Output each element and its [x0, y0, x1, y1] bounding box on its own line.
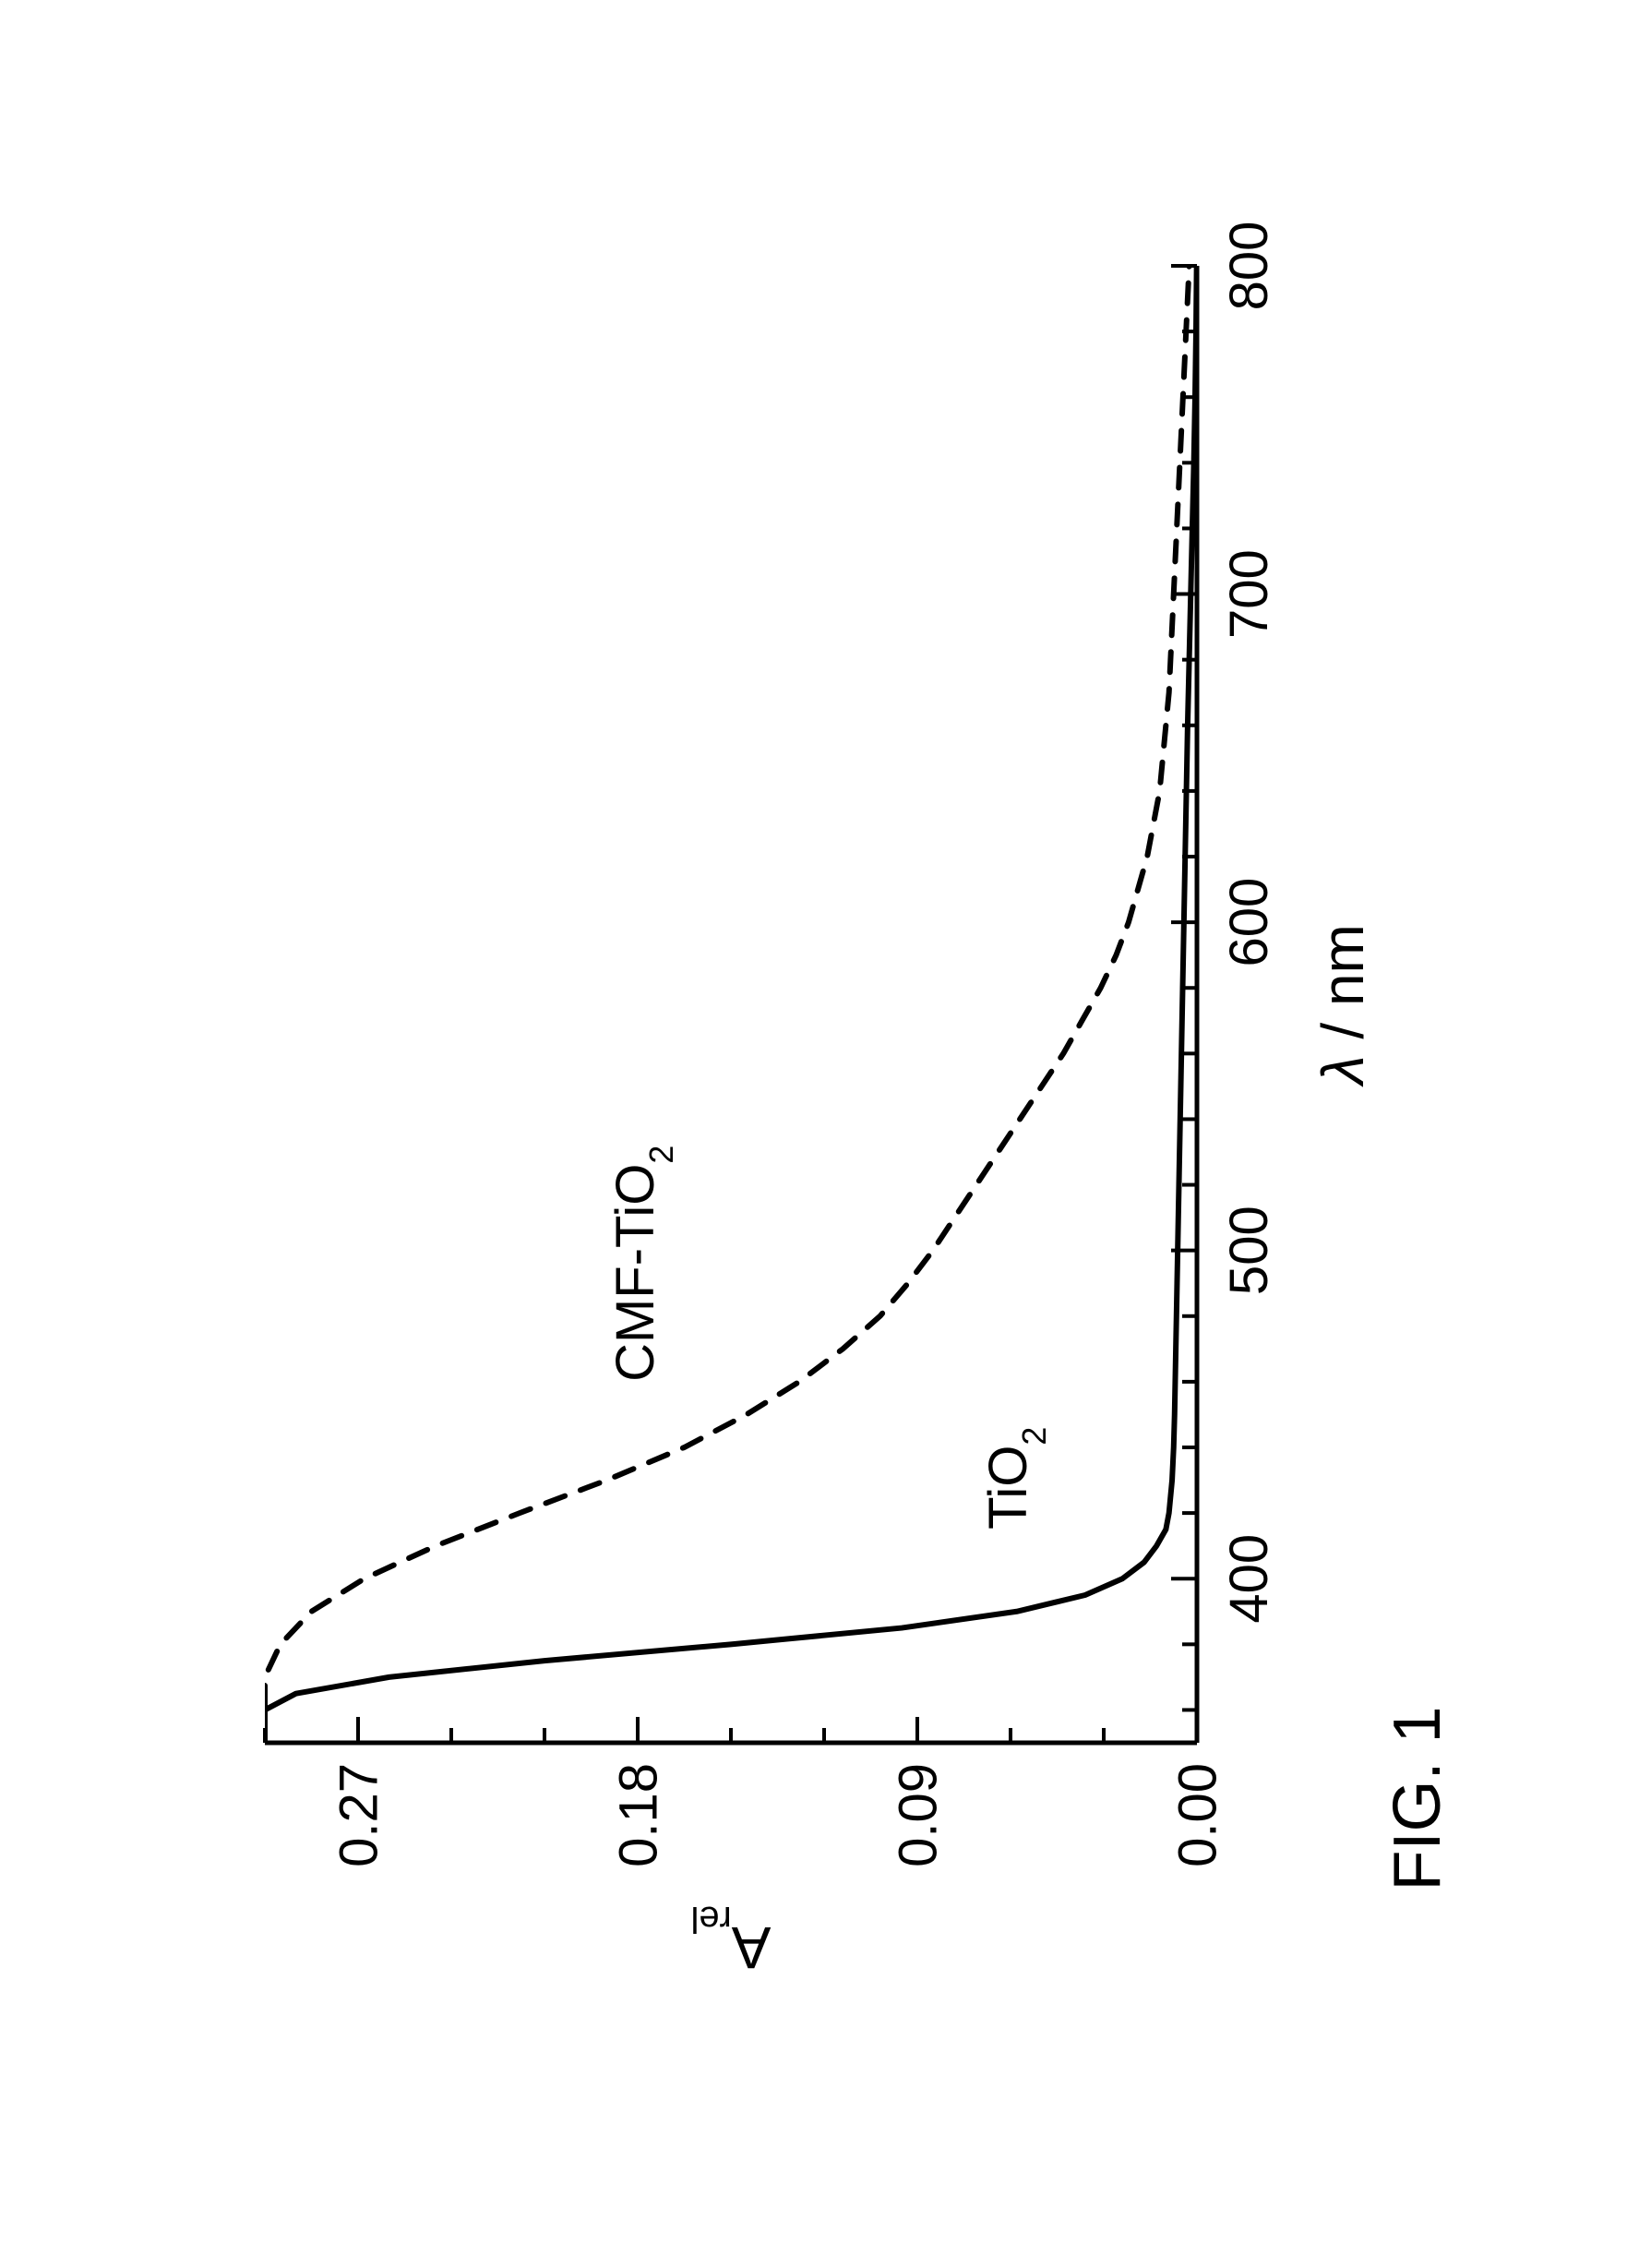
chart-container: 400500600700800λ / nm0.000.090.180.27Are…	[191, 211, 1437, 2058]
svg-text:0.18: 0.18	[608, 1764, 668, 1868]
svg-text:400: 400	[1219, 1534, 1279, 1624]
absorbance-chart: 400500600700800λ / nm0.000.090.180.27Are…	[191, 211, 1437, 2058]
svg-text:0.27: 0.27	[329, 1764, 389, 1868]
page: 400500600700800λ / nm0.000.090.180.27Are…	[0, 320, 1627, 1948]
svg-text:700: 700	[1219, 550, 1279, 640]
svg-text:800: 800	[1219, 222, 1279, 311]
svg-text:500: 500	[1219, 1206, 1279, 1296]
svg-text:0.00: 0.00	[1167, 1764, 1227, 1868]
svg-text:600: 600	[1219, 878, 1279, 967]
svg-text:λ / nm: λ / nm	[1310, 925, 1376, 1088]
figure-label: FIG. 1	[1380, 1706, 1455, 1890]
svg-text:0.09: 0.09	[888, 1764, 948, 1868]
